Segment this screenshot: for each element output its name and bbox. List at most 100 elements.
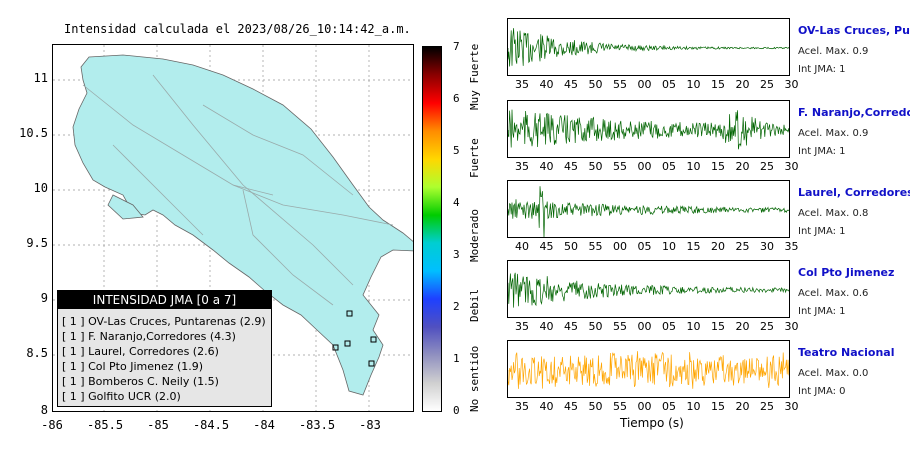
y-tick: 8.5 [26, 346, 48, 360]
trace-1 [507, 100, 790, 158]
station-accel: Acel. Max. 0.9 [798, 128, 869, 139]
colorbar-tick: 6 [453, 92, 460, 105]
x-tick: -83.5 [298, 418, 336, 432]
trace-tick: 55 [613, 400, 627, 413]
trace-tick: 10 [686, 400, 701, 413]
trace-tick: 30 [784, 400, 799, 413]
y-tick: 9.5 [26, 236, 48, 250]
waveform-line [508, 28, 789, 67]
trace-tick: 55 [613, 160, 627, 173]
waveform [508, 272, 789, 308]
trace-tick: 40 [539, 78, 554, 91]
legend-jma: [ 1 ] [62, 360, 85, 373]
waveform [508, 109, 789, 150]
trace-tick: 35 [515, 400, 529, 413]
trace-tick: 40 [539, 400, 554, 413]
legend-jma: [ 1 ] [62, 315, 85, 328]
trace-tick: 00 [637, 400, 652, 413]
legend-row: [ 1 ] Col Pto Jimenez (1.9) [62, 360, 203, 373]
waveform-line [508, 351, 789, 389]
trace-tick: 05 [637, 240, 652, 253]
colorbar-tick: 5 [453, 144, 460, 157]
trace-tick: 50 [588, 160, 603, 173]
trace-tick: 40 [539, 320, 554, 333]
colorbar-tick: 3 [453, 248, 460, 261]
trace-tick: 15 [711, 78, 725, 91]
trace-tick: 35 [515, 160, 529, 173]
trace-tick: 05 [662, 400, 676, 413]
station-name: Teatro Nacional [798, 346, 895, 359]
colorbar-label: No sentido [468, 345, 481, 412]
station-jma: Int JMA: 1 [798, 64, 846, 75]
trace-tick: 20 [735, 400, 750, 413]
trace-tick: 30 [784, 78, 799, 91]
station-jma: Int JMA: 1 [798, 146, 846, 157]
trace-tick: 50 [588, 400, 603, 413]
waveform-line [508, 109, 789, 150]
trace-tick: 05 [662, 320, 676, 333]
station-accel: Acel. Max. 0.9 [798, 46, 869, 57]
trace-tick: 15 [711, 160, 725, 173]
trace-tick: 00 [637, 320, 652, 333]
x-tick: -86 [41, 418, 63, 432]
trace-tick: 00 [613, 240, 627, 253]
waveform [508, 186, 789, 237]
waveform-line [508, 186, 789, 237]
colorbar-tick: 1 [453, 352, 460, 365]
legend-jma: [ 1 ] [62, 375, 85, 388]
legend-header: INTENSIDAD JMA [0 a 7] [58, 291, 271, 309]
station-accel: Acel. Max. 0.6 [798, 288, 869, 299]
trace-tick: 25 [760, 400, 774, 413]
station-name: Laurel, Corredores [798, 186, 910, 199]
colorbar-tick: 4 [453, 196, 460, 209]
station-accel: Acel. Max. 0.0 [798, 368, 869, 379]
station-name: F. Naranjo,Corredores [798, 106, 910, 119]
colorbar-tick: 2 [453, 300, 460, 313]
x-tick: -85.5 [86, 418, 124, 432]
x-tick: -84 [253, 418, 275, 432]
trace-tick: 30 [760, 240, 774, 253]
trace-tick: 25 [735, 240, 750, 253]
trace-tick: 10 [662, 240, 676, 253]
trace-tick: 25 [760, 160, 774, 173]
trace-tick: 15 [686, 240, 701, 253]
colorbar-label: Debil [468, 288, 481, 322]
trace-tick: 10 [686, 160, 701, 173]
legend-label: Golfito UCR (2.0) [88, 390, 181, 403]
legend-jma: [ 1 ] [62, 390, 85, 403]
intensity-legend: INTENSIDAD JMA [0 a 7] [ 1 ] OV-Las Cruc… [57, 290, 272, 407]
trace-tick: 00 [637, 78, 652, 91]
station-name: Col Pto Jimenez [798, 266, 895, 279]
trace-tick: 50 [588, 320, 603, 333]
legend-label: OV-Las Cruces, Puntarenas (2.9) [88, 315, 266, 328]
station-jma: Int JMA: 1 [798, 306, 846, 317]
trace-tick: 45 [564, 320, 578, 333]
colorbar-tick: 7 [453, 40, 460, 53]
intensity-colorbar [422, 46, 442, 412]
trace-tick: 20 [735, 78, 750, 91]
trace-tick: 20 [735, 160, 750, 173]
trace-tick: 45 [539, 240, 554, 253]
colorbar-tick: 0 [453, 404, 460, 417]
trace-tick: 25 [760, 320, 774, 333]
legend-row: [ 1 ] F. Naranjo,Corredores (4.3) [62, 330, 236, 343]
waveform-line [508, 272, 789, 308]
trace-tick: 55 [613, 320, 627, 333]
trace-tick: 15 [711, 400, 725, 413]
legend-row: [ 1 ] Golfito UCR (2.0) [62, 390, 181, 403]
trace-tick: 35 [784, 240, 799, 253]
x-tick: -84.5 [192, 418, 230, 432]
legend-label: Laurel, Corredores (2.6) [88, 345, 219, 358]
legend-label: F. Naranjo,Corredores (4.3) [88, 330, 236, 343]
trace-tick: 50 [588, 78, 603, 91]
trace-tick: 45 [564, 160, 578, 173]
trace-tick: 40 [539, 160, 554, 173]
trace-tick: 55 [613, 78, 627, 91]
trace-tick: 55 [588, 240, 603, 253]
station-name: OV-Las Cruces, Puntar [798, 24, 910, 37]
trace-tick: 30 [784, 320, 799, 333]
y-tick: 8 [40, 403, 48, 417]
legend-row: [ 1 ] OV-Las Cruces, Puntarenas (2.9) [62, 315, 266, 328]
x-axis-label: Tiempo (s) [620, 416, 684, 430]
colorbar-label: Fuerte [468, 138, 481, 178]
